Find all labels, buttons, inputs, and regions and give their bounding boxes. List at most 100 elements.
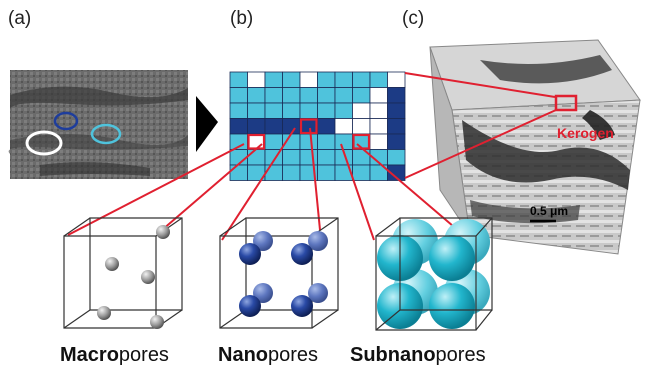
grid-cell (229, 87, 248, 104)
panel-label-a: (a) (8, 8, 31, 29)
grid-cell (317, 133, 336, 150)
grid-cell (264, 102, 283, 119)
grid-cell (334, 87, 353, 104)
scale-bar-label: 0.5 μm (530, 204, 568, 218)
nano-sphere (239, 243, 261, 265)
grid-cell (352, 118, 371, 135)
grid-cell (369, 87, 388, 104)
grid-cell (229, 71, 248, 88)
nano-sphere (253, 283, 273, 303)
grid-cell (264, 118, 283, 135)
caption-macropores-bold: Macro (60, 344, 119, 366)
panel-label-b: (b) (230, 8, 253, 29)
grid-cell (369, 71, 388, 88)
grid-cell (264, 133, 283, 150)
arrow-icon (196, 96, 218, 152)
grid-cell (299, 102, 318, 119)
grid-cell (247, 102, 266, 119)
macro-sphere (150, 315, 164, 329)
caption-macropores-regular: pores (119, 344, 169, 366)
pore-grid (229, 71, 406, 181)
grid-cell (317, 87, 336, 104)
grid-cell (247, 149, 266, 166)
caption-subnanopores: Subnanopores (350, 344, 486, 366)
grid-cell (247, 118, 266, 135)
grid-cell (369, 133, 388, 150)
grid-cell (282, 102, 301, 119)
grid-cell (369, 102, 388, 119)
nano-sphere (308, 283, 328, 303)
grid-cell (264, 71, 283, 88)
nano-sphere (239, 295, 261, 317)
grid-cell (282, 71, 301, 88)
grid-cell (352, 87, 371, 104)
grid-highlight (299, 118, 318, 135)
nanopore-marker (53, 111, 79, 131)
nanopore-box (219, 217, 339, 329)
tomography-cube: Kerogen 0.5 μm (429, 39, 641, 255)
grid-cell (299, 71, 318, 88)
grid-cell (247, 87, 266, 104)
grid-cell (299, 133, 318, 150)
grid-cell (317, 71, 336, 88)
macro-sphere (141, 270, 155, 284)
caption-subnanopores-regular: pores (436, 344, 486, 366)
grid-cell (282, 118, 301, 135)
grid-cell (229, 149, 248, 166)
grid-cell (264, 164, 283, 181)
nano-sphere (308, 231, 328, 251)
grid-cell (229, 164, 248, 181)
grid-cell (317, 164, 336, 181)
grid-cell (299, 87, 318, 104)
grid-cell (282, 87, 301, 104)
nano-sphere (253, 231, 273, 251)
caption-subnanopores-bold: Subnano (350, 344, 436, 366)
grid-cell (387, 87, 406, 104)
grid-cell (352, 71, 371, 88)
grid-cell (317, 102, 336, 119)
sem-image (8, 70, 188, 179)
grid-cell (334, 118, 353, 135)
macro-sphere (156, 225, 170, 239)
grid-cell (334, 102, 353, 119)
caption-nanopores-regular: pores (268, 344, 318, 366)
grid-cell (387, 164, 406, 181)
macro-sphere (97, 306, 111, 320)
grid-cell (387, 118, 406, 135)
caption-nanopores-bold: Nano (218, 344, 268, 366)
caption-nanopores: Nanopores (218, 344, 318, 366)
grid-cell (247, 133, 266, 150)
subnanopore-box (375, 217, 493, 331)
grid-cell (282, 164, 301, 181)
grid-cell (229, 102, 248, 119)
grid-cell (387, 71, 406, 88)
panel-label-c: (c) (402, 8, 424, 29)
grid-cell (387, 102, 406, 119)
grid-cell (352, 102, 371, 119)
caption-macropores: Macropores (60, 344, 169, 366)
subnano-sphere (429, 283, 475, 329)
grid-cell (299, 118, 318, 135)
grid-cell (264, 87, 283, 104)
macro-sphere (105, 257, 119, 271)
grid-cell (334, 71, 353, 88)
grid-cell (352, 164, 371, 181)
subnanopore-marker (90, 123, 122, 145)
connector-lines (67, 72, 557, 241)
grid-cell (334, 133, 353, 150)
grid-cell (299, 149, 318, 166)
kerogen-label: Kerogen (557, 125, 614, 141)
grid-cell (247, 71, 266, 88)
subnano-sphere (429, 235, 475, 281)
grid-cell (387, 133, 406, 150)
grid-cell (317, 149, 336, 166)
macropore-marker (25, 130, 63, 156)
kerogen-highlight (554, 94, 578, 112)
grid-cell (317, 118, 336, 135)
grid-cell (387, 149, 406, 166)
grid-cell (229, 118, 248, 135)
nano-sphere (291, 243, 313, 265)
nano-sphere (291, 295, 313, 317)
grid-cell (369, 118, 388, 135)
